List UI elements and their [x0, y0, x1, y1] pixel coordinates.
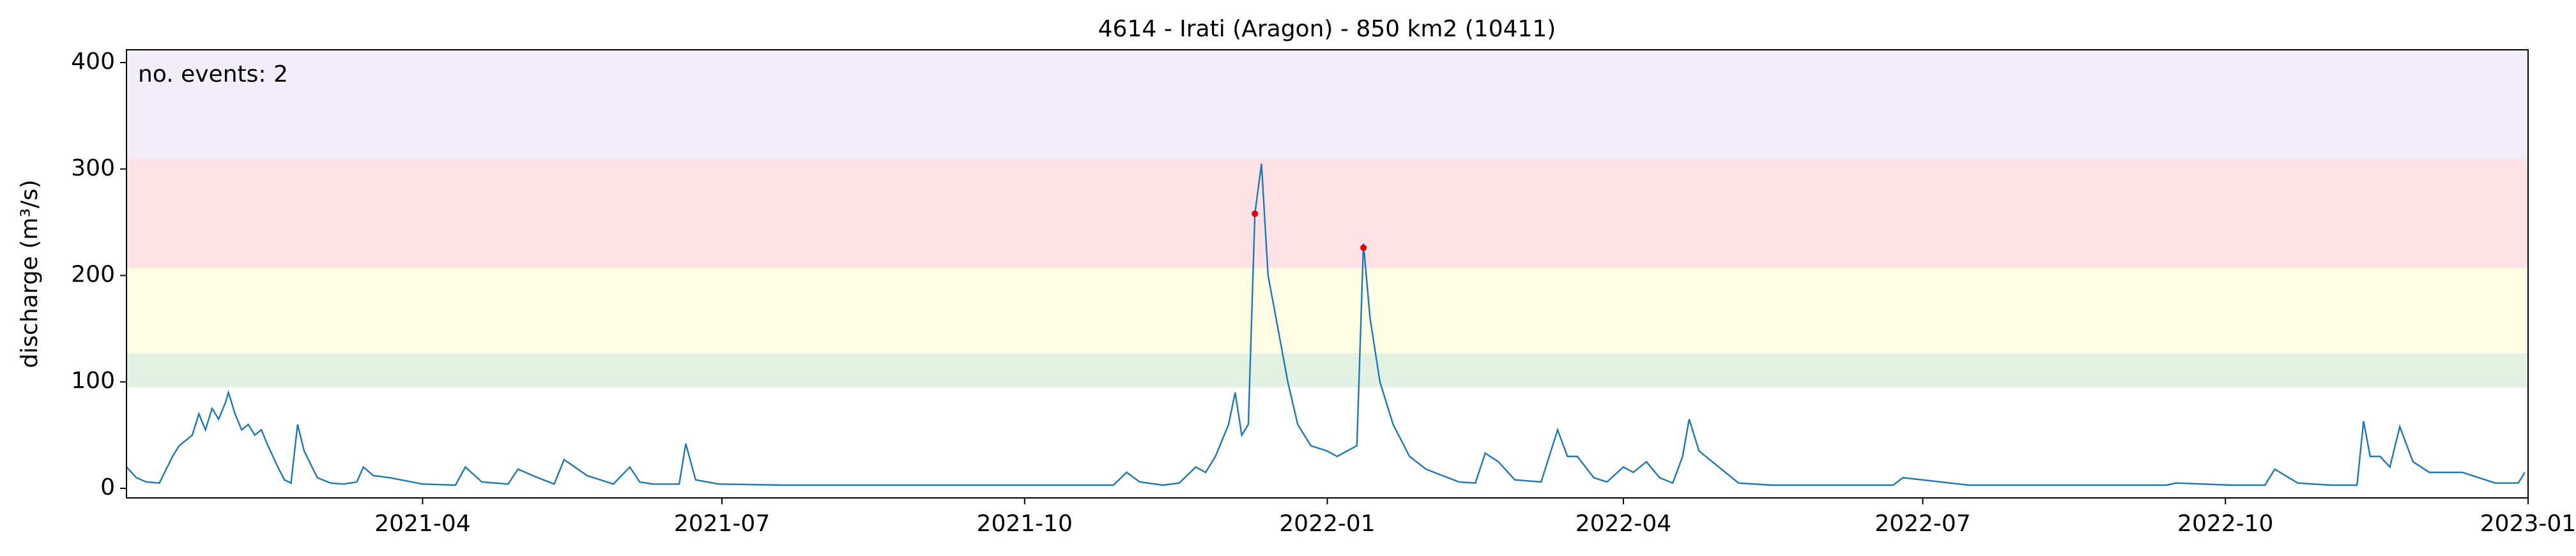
y-axis-label: discharge (m³/s) — [17, 179, 43, 368]
y-tick-label: 100 — [71, 368, 115, 394]
x-tick-label: 2022-04 — [1575, 511, 1671, 537]
y-tick-label: 400 — [71, 49, 115, 75]
event-count: no. events: 2 — [138, 61, 288, 87]
x-tick-label: 2022-10 — [2177, 511, 2273, 537]
plot-frame — [126, 49, 2529, 499]
threshold-band — [126, 50, 2528, 159]
x-tick-label: 2022-01 — [1279, 511, 1375, 537]
y-tick-label: 0 — [100, 474, 115, 500]
y-tick-label: 300 — [71, 155, 115, 181]
threshold-band — [126, 353, 2528, 387]
discharge-line — [126, 163, 2526, 486]
x-tick-label: 2021-07 — [674, 511, 770, 537]
x-tick-label: 2021-04 — [374, 511, 470, 537]
x-tick-label: 2021-10 — [977, 511, 1073, 537]
x-tick-label: 2022-07 — [1874, 511, 1970, 537]
y-tick-label: 200 — [71, 262, 115, 288]
threshold-band — [126, 158, 2528, 268]
event-point — [1252, 210, 1259, 217]
event-point — [1360, 244, 1367, 252]
x-tick-label: 2023-01 — [2480, 511, 2576, 537]
chart-title: 4614 - Irati (Aragon) - 850 km2 (10411) — [1098, 16, 1556, 42]
threshold-band — [126, 267, 2528, 354]
